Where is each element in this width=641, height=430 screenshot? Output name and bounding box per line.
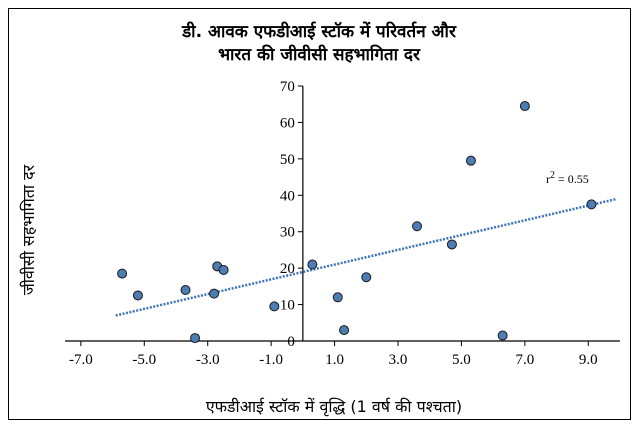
data-point: [361, 272, 372, 283]
data-point: [190, 333, 201, 344]
x-tick-label: 9.0: [579, 352, 598, 368]
points-layer: [117, 101, 597, 344]
chart-title-line-2: भारत की जीवीसी सहभागिता दर: [218, 44, 421, 65]
y-tick-label: 10: [280, 298, 295, 314]
r-superscript: 2: [550, 170, 555, 181]
r-squared-value: = 0.55: [558, 172, 589, 186]
data-point: [180, 285, 191, 295]
scatter-chart: डी. आवक एफडीआई स्टॉक में परिवर्तन और भार…: [19, 21, 620, 417]
data-point: [269, 301, 280, 312]
y-tick-label: 60: [280, 115, 295, 131]
y-tick-label: 70: [280, 79, 295, 95]
x-tick-label: 3.0: [389, 352, 408, 368]
data-point: [465, 155, 476, 166]
y-tick-label: 20: [280, 261, 295, 277]
data-point: [497, 330, 508, 341]
data-point: [446, 239, 457, 250]
trendline-layer: [115, 197, 618, 317]
data-point: [132, 290, 143, 301]
x-tick-label: -7.0: [69, 352, 93, 368]
y-tick-label: 0: [287, 334, 295, 350]
x-tick-label: 5.0: [452, 352, 471, 368]
data-point: [339, 325, 350, 336]
y-axis-label: जीवीसी सहभागिता दर: [19, 164, 38, 295]
x-tick-label: -5.0: [132, 352, 156, 368]
data-point: [519, 101, 530, 112]
y-tick-label: 30: [280, 225, 295, 241]
r-label: r: [546, 172, 550, 186]
data-point: [412, 221, 423, 232]
x-tick-label: 7.0: [515, 352, 534, 368]
x-axis-label: एफडीआई स्टॉक में वृद्धि (1 वर्ष की पश्चत…: [206, 397, 462, 417]
y-tick-label: 50: [280, 152, 295, 168]
x-tick-label: 1.0: [325, 352, 344, 368]
data-point: [218, 264, 229, 275]
x-tick-label: -1.0: [259, 352, 283, 368]
axes: -7.0 -5.0 -3.0 -1.0 1.0 3.0 5.0 7.0 9.0 0 10 20 30 40…: [65, 79, 620, 368]
data-point: [332, 292, 343, 303]
data-point: [307, 259, 318, 270]
data-point: [586, 199, 597, 210]
data-point: [209, 288, 220, 299]
data-point: [117, 268, 128, 279]
trendline: [115, 197, 618, 317]
chart-frame: [8, 8, 631, 420]
y-tick-label: 40: [280, 188, 295, 204]
r-squared-annotation: r2 = 0.55: [546, 170, 589, 186]
x-tick-label: -3.0: [196, 352, 220, 368]
chart-title-line-1: डी. आवक एफडीआई स्टॉक में परिवर्तन और: [181, 21, 457, 42]
